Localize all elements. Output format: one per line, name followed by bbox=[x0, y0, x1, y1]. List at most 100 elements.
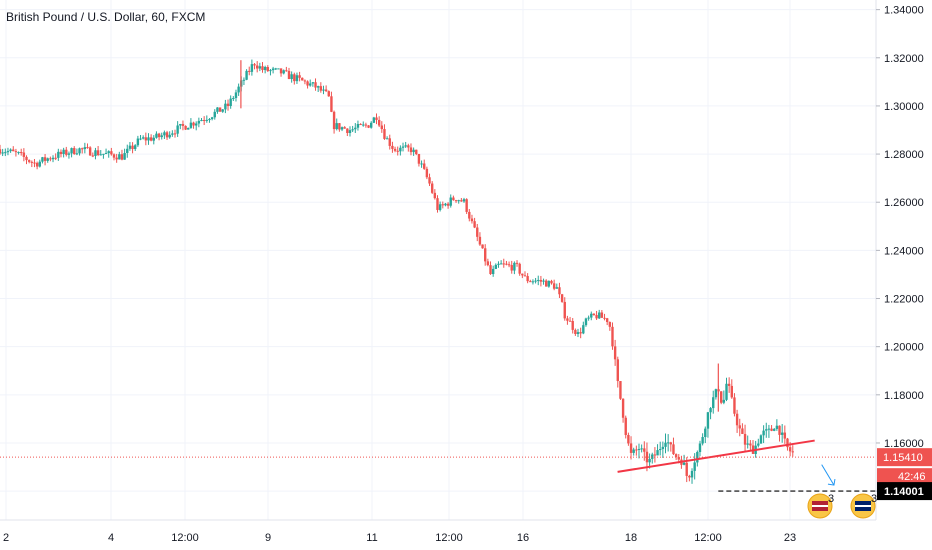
candle-body[interactable] bbox=[590, 313, 593, 318]
candle-body[interactable] bbox=[112, 154, 116, 158]
candle-body[interactable] bbox=[491, 268, 495, 275]
candle-body[interactable] bbox=[176, 125, 179, 134]
candle-body[interactable] bbox=[484, 248, 487, 262]
candle-body[interactable] bbox=[489, 265, 492, 275]
candle-body[interactable] bbox=[574, 329, 577, 335]
candle-body[interactable] bbox=[741, 428, 744, 434]
candle-body[interactable] bbox=[651, 454, 654, 459]
candle-body[interactable] bbox=[399, 147, 402, 152]
candle-body[interactable] bbox=[417, 154, 421, 164]
candle-body[interactable] bbox=[43, 157, 47, 161]
candle-body[interactable] bbox=[88, 147, 92, 156]
candle-body[interactable] bbox=[648, 458, 651, 463]
candle-body[interactable] bbox=[486, 261, 490, 266]
candle-body[interactable] bbox=[666, 442, 670, 444]
candle-body[interactable] bbox=[35, 162, 39, 167]
candle-body[interactable] bbox=[107, 151, 110, 154]
candle-body[interactable] bbox=[327, 91, 330, 97]
candle-body[interactable] bbox=[208, 119, 211, 121]
candle-body[interactable] bbox=[587, 317, 590, 319]
candle-body[interactable] bbox=[218, 107, 222, 112]
candle-body[interactable] bbox=[330, 96, 333, 112]
candle-body[interactable] bbox=[314, 82, 317, 88]
candle-body[interactable] bbox=[595, 314, 598, 319]
candle-body[interactable] bbox=[126, 148, 129, 153]
candle-body[interactable] bbox=[468, 211, 471, 219]
candle-body[interactable] bbox=[505, 263, 508, 265]
candle-body[interactable] bbox=[465, 199, 468, 212]
candle-body[interactable] bbox=[696, 452, 699, 463]
candle-body[interactable] bbox=[563, 301, 566, 319]
candle-body[interactable] bbox=[537, 279, 540, 281]
candle-body[interactable] bbox=[33, 162, 36, 164]
candle-body[interactable] bbox=[502, 263, 505, 265]
candle-body[interactable] bbox=[165, 132, 169, 138]
candle-body[interactable] bbox=[735, 413, 739, 426]
candle-body[interactable] bbox=[91, 155, 95, 157]
candle-body[interactable] bbox=[738, 425, 741, 429]
candle-body[interactable] bbox=[430, 183, 434, 193]
candle-body[interactable] bbox=[407, 145, 410, 148]
candle-body[interactable] bbox=[576, 332, 580, 335]
candle-body[interactable] bbox=[425, 168, 429, 178]
candle-body[interactable] bbox=[688, 475, 691, 478]
candle-body[interactable] bbox=[179, 124, 182, 126]
candle-body[interactable] bbox=[141, 137, 145, 139]
candle-body[interactable] bbox=[518, 263, 521, 274]
candle-body[interactable] bbox=[311, 82, 315, 84]
candle-body[interactable] bbox=[282, 70, 285, 74]
candle-body[interactable] bbox=[664, 442, 667, 447]
support-trendline[interactable] bbox=[617, 439, 815, 473]
candle-body[interactable] bbox=[343, 127, 346, 129]
candle-body[interactable] bbox=[640, 448, 643, 450]
candle-body[interactable] bbox=[674, 454, 678, 458]
candle-body[interactable] bbox=[370, 122, 373, 128]
candle-body[interactable] bbox=[22, 152, 26, 157]
candle-body[interactable] bbox=[70, 148, 73, 154]
candle-body[interactable] bbox=[51, 157, 55, 160]
candle-body[interactable] bbox=[298, 75, 301, 78]
candle-body[interactable] bbox=[20, 152, 23, 154]
candle-body[interactable] bbox=[544, 280, 548, 287]
candle-body[interactable] bbox=[436, 198, 439, 210]
candle-body[interactable] bbox=[608, 322, 612, 327]
candle-body[interactable] bbox=[155, 133, 158, 138]
candle-body[interactable] bbox=[195, 123, 198, 126]
candle-body[interactable] bbox=[248, 70, 251, 72]
candle-body[interactable] bbox=[584, 318, 588, 326]
candle-body[interactable] bbox=[12, 149, 15, 152]
candle-body[interactable] bbox=[706, 412, 710, 429]
candle-body[interactable] bbox=[749, 443, 752, 446]
candle-body[interactable] bbox=[523, 275, 527, 277]
candle-body[interactable] bbox=[274, 68, 277, 70]
candle-body[interactable] bbox=[515, 262, 519, 264]
candle-body[interactable] bbox=[338, 123, 341, 130]
candle-body[interactable] bbox=[476, 227, 479, 237]
candle-body[interactable] bbox=[441, 204, 444, 206]
candle-body[interactable] bbox=[49, 158, 52, 160]
candle-body[interactable] bbox=[385, 138, 389, 140]
candle-body[interactable] bbox=[645, 451, 649, 463]
candle-body[interactable] bbox=[25, 156, 28, 161]
candle-body[interactable] bbox=[757, 443, 760, 446]
candle-body[interactable] bbox=[57, 151, 60, 158]
event-badge[interactable]: 3 bbox=[807, 493, 834, 519]
candle-body[interactable] bbox=[579, 332, 582, 334]
candle-body[interactable] bbox=[598, 312, 601, 319]
candle-body[interactable] bbox=[301, 77, 304, 81]
candle-body[interactable] bbox=[245, 70, 248, 80]
candle-body[interactable] bbox=[261, 66, 264, 71]
candle-body[interactable] bbox=[460, 200, 463, 202]
candle-body[interactable] bbox=[362, 124, 365, 126]
candle-body[interactable] bbox=[629, 443, 633, 453]
candle-body[interactable] bbox=[704, 428, 707, 438]
candle-body[interactable] bbox=[41, 157, 44, 162]
candle-body[interactable] bbox=[765, 429, 768, 431]
candle-body[interactable] bbox=[115, 157, 118, 160]
candle-body[interactable] bbox=[412, 149, 415, 153]
candle-body[interactable] bbox=[253, 64, 256, 66]
candle-body[interactable] bbox=[393, 148, 397, 151]
candle-body[interactable] bbox=[786, 438, 789, 448]
candle-body[interactable] bbox=[457, 200, 460, 202]
candle-body[interactable] bbox=[128, 145, 132, 149]
